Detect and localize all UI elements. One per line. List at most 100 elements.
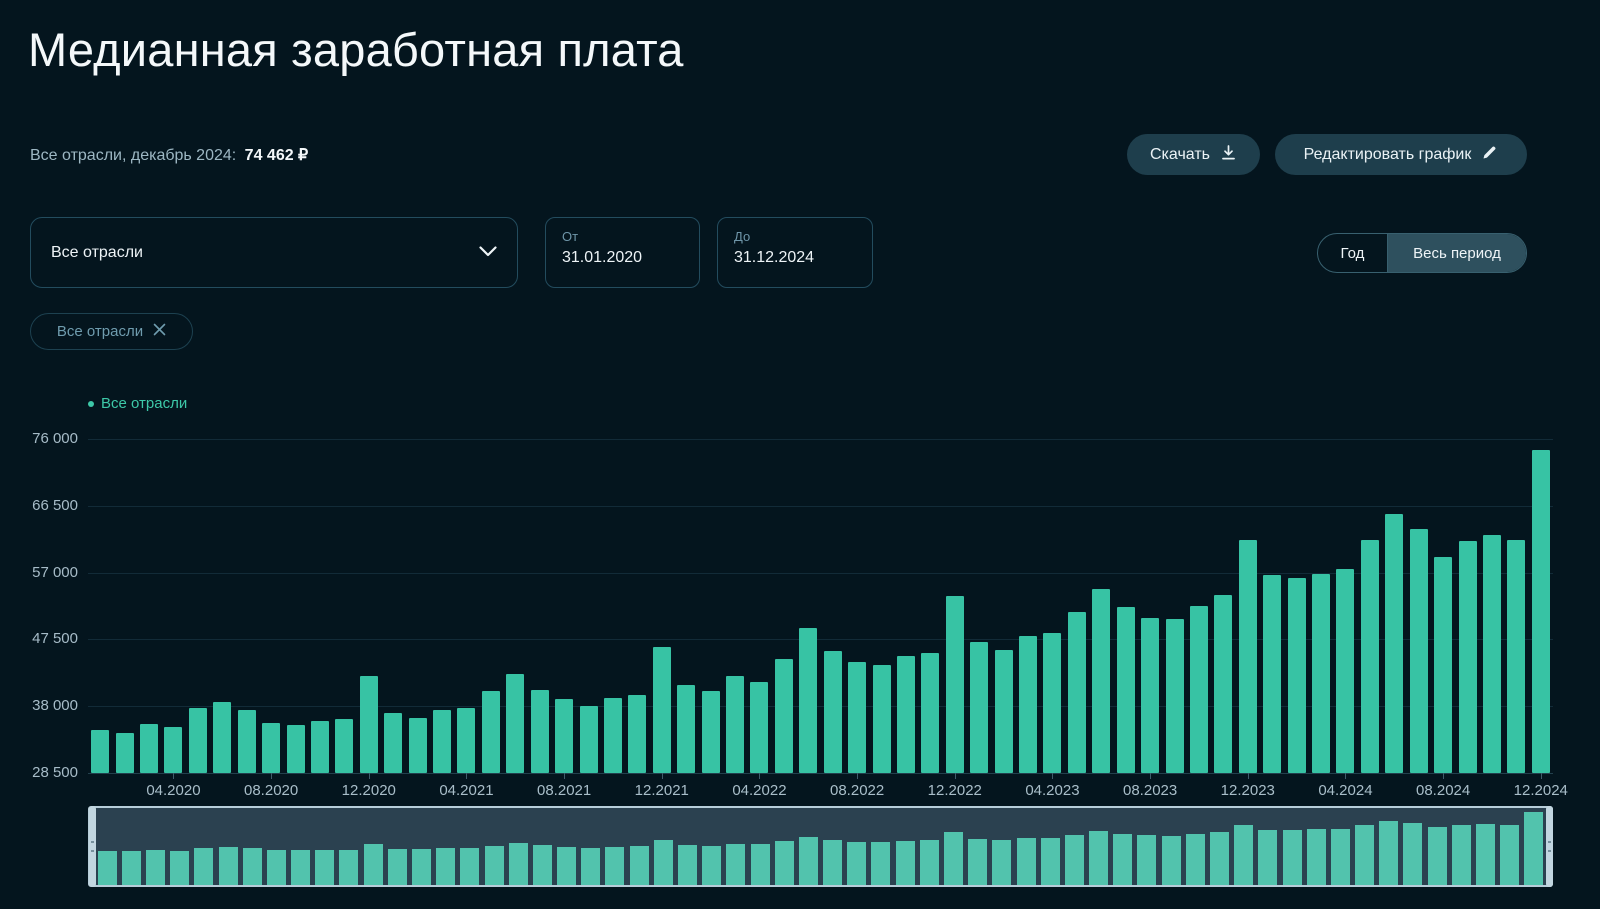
bar[interactable] — [1336, 569, 1355, 773]
bar[interactable] — [237, 710, 256, 773]
x-axis-tick — [1540, 773, 1542, 779]
bar[interactable] — [823, 651, 842, 773]
bar[interactable] — [774, 659, 793, 773]
bar[interactable] — [530, 690, 549, 773]
bar[interactable] — [896, 655, 915, 773]
bar[interactable] — [1263, 575, 1282, 773]
bar[interactable] — [701, 691, 720, 773]
bar[interactable] — [1458, 540, 1477, 773]
gridline — [88, 505, 1553, 507]
bar[interactable] — [1165, 618, 1184, 773]
bar[interactable] — [799, 628, 818, 773]
bar[interactable] — [555, 699, 574, 773]
x-axis-tick — [759, 773, 761, 779]
date-from-label: От — [562, 229, 579, 244]
legend-dot-icon — [88, 400, 94, 407]
date-to-field[interactable]: До 31.12.2024 — [717, 217, 873, 288]
bar[interactable] — [262, 723, 281, 773]
close-icon[interactable] — [153, 323, 166, 340]
x-axis-tick-label: 12.2021 — [634, 782, 689, 799]
bar[interactable] — [994, 649, 1013, 773]
bar[interactable] — [628, 694, 647, 773]
bar[interactable] — [1043, 633, 1062, 773]
bar[interactable] — [1214, 594, 1233, 773]
bar[interactable] — [384, 712, 403, 773]
minimap-brush-panel[interactable] — [88, 806, 1553, 887]
bar[interactable] — [1287, 578, 1306, 773]
edit-chart-button-label: Редактировать график — [1303, 145, 1472, 163]
y-axis-tick-label: 66 500 — [32, 496, 78, 514]
bar[interactable] — [872, 665, 891, 773]
bar[interactable] — [164, 726, 183, 773]
x-axis-tick — [1443, 773, 1445, 779]
bar[interactable] — [213, 701, 232, 773]
bar[interactable] — [1067, 611, 1086, 773]
bar[interactable] — [457, 707, 476, 773]
gridline — [88, 439, 1553, 440]
bar[interactable] — [848, 661, 867, 773]
bar[interactable] — [1092, 589, 1111, 773]
bar[interactable] — [579, 705, 598, 773]
x-axis-tick-label: 08.2022 — [830, 782, 885, 799]
x-axis-tick — [564, 773, 566, 779]
bar[interactable] — [481, 690, 500, 773]
bar[interactable] — [652, 647, 671, 773]
bar[interactable] — [1385, 514, 1404, 773]
download-button[interactable]: Скачать — [1127, 134, 1260, 175]
industry-filter-chip[interactable]: Все отрасли — [30, 313, 193, 350]
gridline — [88, 639, 1553, 641]
bar[interactable] — [506, 673, 525, 773]
bar[interactable] — [1409, 529, 1428, 773]
date-to-label: До — [734, 229, 751, 244]
bar[interactable] — [335, 718, 354, 773]
bar[interactable] — [1141, 618, 1160, 773]
grip-icon — [91, 841, 94, 852]
bar[interactable] — [750, 682, 769, 773]
bar[interactable] — [1531, 449, 1550, 773]
period-toggle-all[interactable]: Весь период — [1388, 234, 1526, 272]
bar[interactable] — [140, 724, 159, 773]
x-axis-tick — [1247, 773, 1249, 779]
bar[interactable] — [286, 725, 305, 773]
bar[interactable] — [1482, 534, 1501, 773]
x-axis-tick — [1150, 773, 1152, 779]
period-toggle-year[interactable]: Год — [1318, 234, 1388, 272]
bar[interactable] — [91, 730, 110, 773]
date-from-field[interactable]: От 31.01.2020 — [545, 217, 700, 288]
period-toggle: Год Весь период — [1317, 233, 1527, 273]
x-axis-tick-label: 12.2023 — [1220, 782, 1275, 799]
summary-value: 74 462 ₽ — [244, 147, 309, 164]
pencil-icon — [1481, 144, 1498, 166]
bar[interactable] — [1019, 635, 1038, 773]
brush-handle-left[interactable] — [89, 806, 96, 887]
bar[interactable] — [115, 732, 134, 773]
brush-handle-right[interactable] — [1546, 806, 1553, 887]
date-to-value: 31.12.2024 — [734, 249, 815, 266]
bar[interactable] — [408, 717, 427, 773]
bar[interactable] — [433, 710, 452, 773]
bar[interactable] — [1434, 556, 1453, 773]
bar[interactable] — [1507, 539, 1526, 773]
x-axis-tick-label: 08.2024 — [1416, 782, 1471, 799]
bar[interactable] — [1116, 607, 1135, 773]
bar[interactable] — [603, 698, 622, 773]
bar[interactable] — [970, 641, 989, 773]
bar[interactable] — [188, 707, 207, 773]
x-axis-tick-label: 12.2024 — [1513, 782, 1568, 799]
x-axis-tick — [857, 773, 859, 779]
industry-select[interactable]: Все отрасли — [30, 217, 518, 288]
edit-chart-button[interactable]: Редактировать график — [1275, 134, 1527, 175]
page-title: Медианная заработная плата — [28, 23, 684, 76]
bar[interactable] — [310, 721, 329, 773]
bar[interactable] — [945, 595, 964, 773]
bar[interactable] — [677, 685, 696, 773]
bar[interactable] — [1238, 540, 1257, 773]
bar[interactable] — [1189, 606, 1208, 773]
date-from-value: 31.01.2020 — [562, 249, 643, 266]
bar[interactable] — [921, 653, 940, 773]
bar[interactable] — [1360, 540, 1379, 773]
bar[interactable] — [359, 675, 378, 773]
bar[interactable] — [1312, 574, 1331, 773]
bar[interactable] — [726, 675, 745, 773]
